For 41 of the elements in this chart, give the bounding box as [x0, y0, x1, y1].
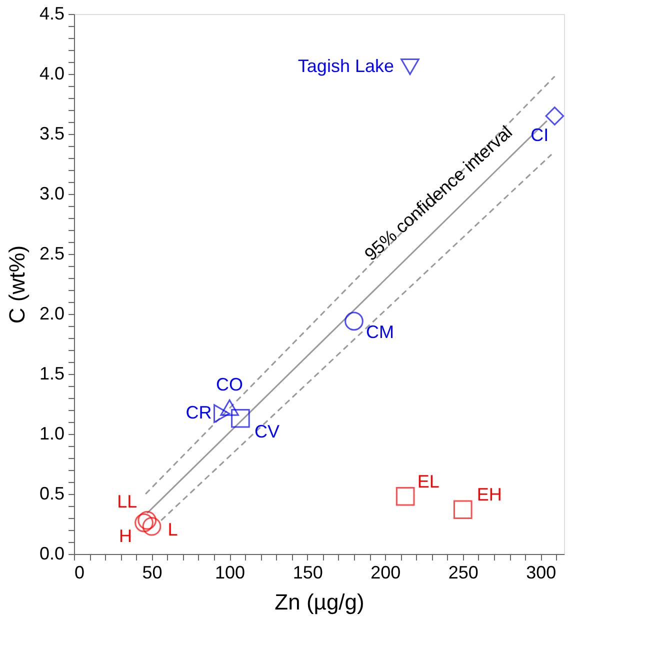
x-tick-label: 150 — [292, 562, 323, 582]
series-label: CI — [530, 125, 549, 145]
series-label: CM — [366, 322, 394, 342]
point — [344, 312, 364, 331]
y-tick-label: 4.5 — [39, 4, 64, 24]
point — [138, 511, 157, 530]
y-tick-label: 3.5 — [39, 124, 64, 144]
y-tick-label: 2.5 — [39, 244, 64, 264]
y-tick-label: 1.0 — [39, 424, 64, 444]
x-axis-title: Zn (µg/g) — [274, 590, 364, 614]
series-label: LL — [117, 491, 138, 512]
y-tick-label: 3.0 — [39, 184, 64, 204]
series-label: CR — [186, 402, 212, 423]
point — [396, 486, 415, 506]
x-tick-label: 250 — [448, 562, 478, 582]
point — [453, 500, 472, 520]
point — [220, 399, 239, 416]
x-tick-label: 0 — [74, 562, 85, 582]
y-tick-label: 4.0 — [39, 64, 64, 84]
y-tick-label: 0.0 — [39, 544, 64, 564]
point — [134, 513, 154, 532]
y-tick-label: 0.5 — [39, 484, 64, 504]
series-label: CO — [216, 374, 244, 395]
y-tick-label: 2.0 — [39, 304, 64, 324]
series-label: CV — [254, 421, 280, 442]
series-label: Tagish Lake — [298, 56, 394, 76]
x-tick-label: 300 — [526, 562, 556, 582]
point — [231, 408, 250, 428]
point — [214, 404, 230, 424]
point — [400, 58, 420, 76]
y-axis-title: C (wt%) — [4, 245, 30, 324]
series-label: L — [168, 519, 178, 540]
x-tick-label: 50 — [142, 562, 162, 582]
series-label: EL — [417, 471, 440, 492]
x-tick-label: 200 — [370, 562, 401, 582]
series-label: EH — [476, 484, 502, 505]
point — [545, 106, 564, 126]
series-label: H — [119, 526, 132, 546]
point — [142, 517, 162, 536]
x-tick-label: 100 — [215, 562, 246, 582]
y-tick-label: 1.5 — [39, 364, 64, 384]
